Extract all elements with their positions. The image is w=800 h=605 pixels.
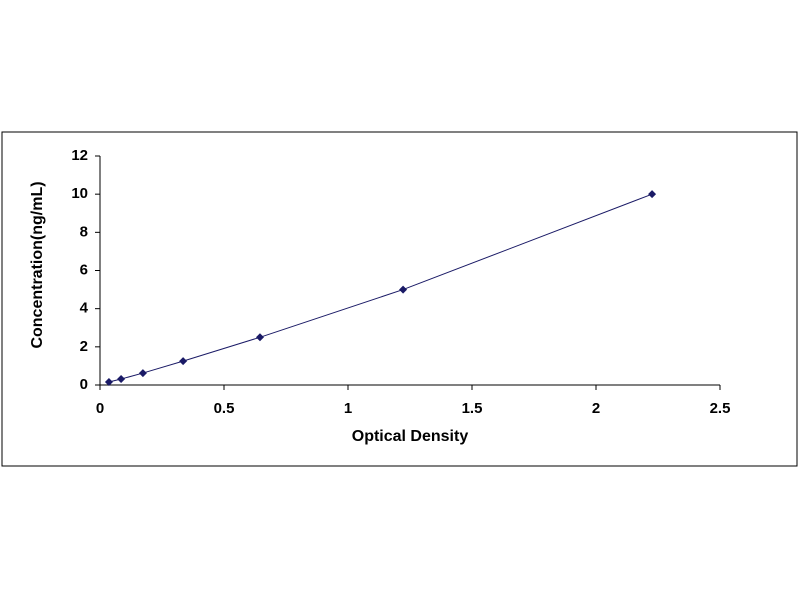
- data-point: [399, 285, 408, 294]
- x-tick-label: 1.5: [462, 400, 483, 417]
- x-axis-title: Optical Density: [352, 428, 469, 445]
- x-tick-label: 0.5: [214, 400, 235, 417]
- x-tick-label: 2.5: [710, 400, 731, 417]
- data-point: [117, 375, 126, 384]
- y-tick-label: 8: [80, 223, 88, 240]
- x-tick-label: 0: [96, 400, 104, 417]
- chart-border: [1, 131, 798, 467]
- data-point: [648, 190, 657, 199]
- x-tick-label: 2: [592, 400, 600, 417]
- data-point: [179, 357, 188, 366]
- y-tick-label: 12: [71, 147, 88, 164]
- y-tick-label: 10: [71, 185, 88, 202]
- data-point: [138, 369, 147, 378]
- y-tick-label: 6: [80, 261, 88, 278]
- y-axis-title: Concentration(ng/mL): [29, 181, 46, 348]
- data-point: [104, 378, 113, 387]
- y-tick-label: 2: [80, 338, 88, 355]
- y-tick-label: 4: [80, 300, 89, 317]
- x-tick-label: 1: [344, 400, 352, 417]
- data-point: [255, 333, 264, 342]
- y-tick-label: 0: [80, 376, 88, 393]
